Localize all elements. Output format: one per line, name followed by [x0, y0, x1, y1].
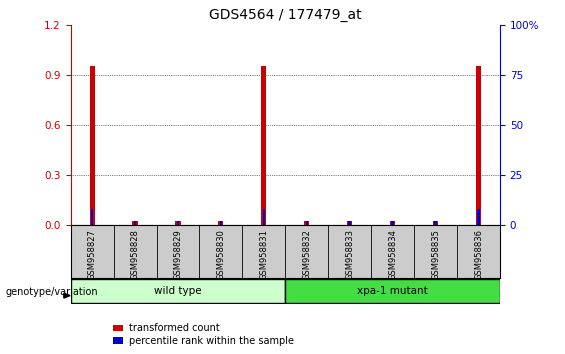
Text: GSM958833: GSM958833 [345, 229, 354, 280]
Bar [349, 221, 351, 225]
Text: xpa-1 mutant: xpa-1 mutant [357, 286, 428, 296]
Bar [134, 221, 136, 225]
Bar [113, 337, 123, 344]
Bar [220, 221, 222, 225]
Text: GSM958828: GSM958828 [131, 229, 140, 280]
Polygon shape [64, 293, 70, 298]
Bar [304, 222, 310, 225]
Bar [477, 209, 480, 225]
Text: GSM958830: GSM958830 [216, 229, 225, 280]
Bar [132, 222, 138, 225]
Bar [392, 221, 394, 225]
Text: GSM958832: GSM958832 [302, 229, 311, 280]
Bar [91, 209, 93, 225]
Bar [390, 222, 395, 225]
Text: percentile rank within the sample: percentile rank within the sample [129, 336, 294, 346]
Text: GSM958829: GSM958829 [173, 229, 182, 280]
Bar [347, 222, 353, 225]
Bar [306, 221, 308, 225]
Bar [177, 221, 179, 225]
Text: GSM958827: GSM958827 [88, 229, 97, 280]
Bar [71, 279, 285, 303]
Bar [476, 67, 481, 225]
Bar [113, 325, 123, 331]
Text: GSM958835: GSM958835 [431, 229, 440, 280]
Bar [434, 221, 437, 225]
Text: GSM958831: GSM958831 [259, 229, 268, 280]
Text: transformed count: transformed count [129, 323, 220, 333]
Text: GSM958836: GSM958836 [474, 229, 483, 280]
Bar [433, 222, 438, 225]
Bar [218, 222, 224, 225]
Bar [89, 67, 95, 225]
Text: wild type: wild type [154, 286, 202, 296]
Bar [261, 67, 267, 225]
Bar [175, 222, 181, 225]
Bar [263, 209, 265, 225]
Text: genotype/variation: genotype/variation [6, 287, 98, 297]
Bar [285, 279, 500, 303]
Text: GSM958834: GSM958834 [388, 229, 397, 280]
Title: GDS4564 / 177479_at: GDS4564 / 177479_at [209, 8, 362, 22]
